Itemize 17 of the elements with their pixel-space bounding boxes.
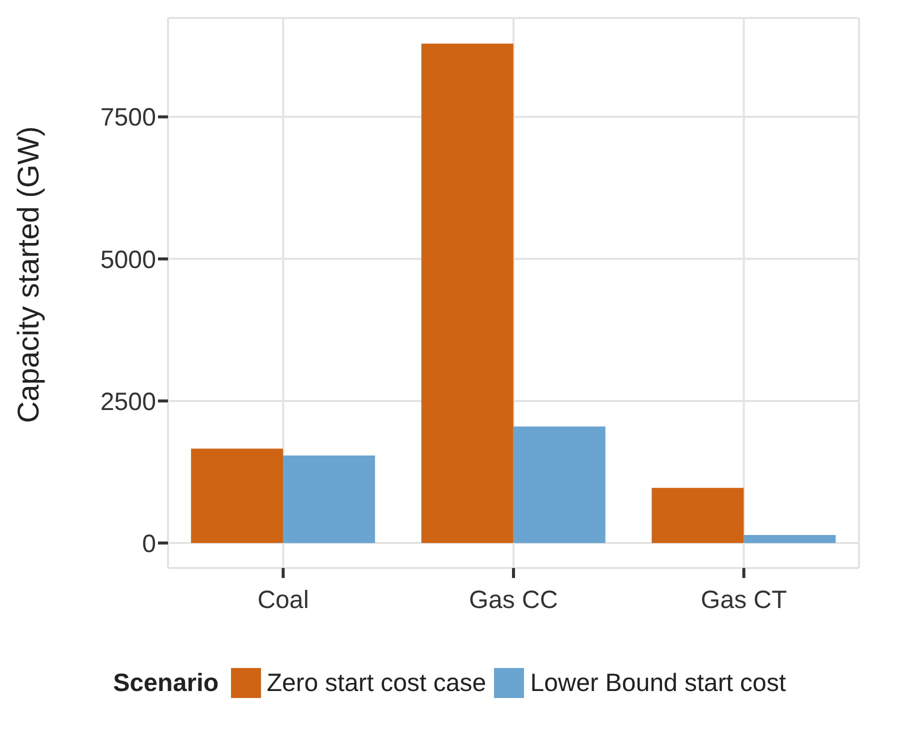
y-axis-title: Capacity started (GW) [12,126,46,423]
y-tick-label: 7500 [100,104,156,132]
bar [283,456,376,543]
legend-title: Scenario [113,668,219,698]
y-tick-label: 5000 [100,246,156,274]
bar [652,488,744,543]
x-tick-label: Coal [257,586,309,614]
bar [513,426,606,543]
x-tick-label: Gas CT [700,586,787,614]
bar [421,44,514,543]
bar [191,448,284,543]
x-tick-label: Gas CC [469,586,558,614]
legend-label: Zero start cost case [266,668,486,698]
y-tick-label: 0 [142,530,156,558]
legend-label: Lower Bound start cost [529,668,786,698]
y-tick-label: 2500 [100,388,156,416]
bar [744,535,836,543]
